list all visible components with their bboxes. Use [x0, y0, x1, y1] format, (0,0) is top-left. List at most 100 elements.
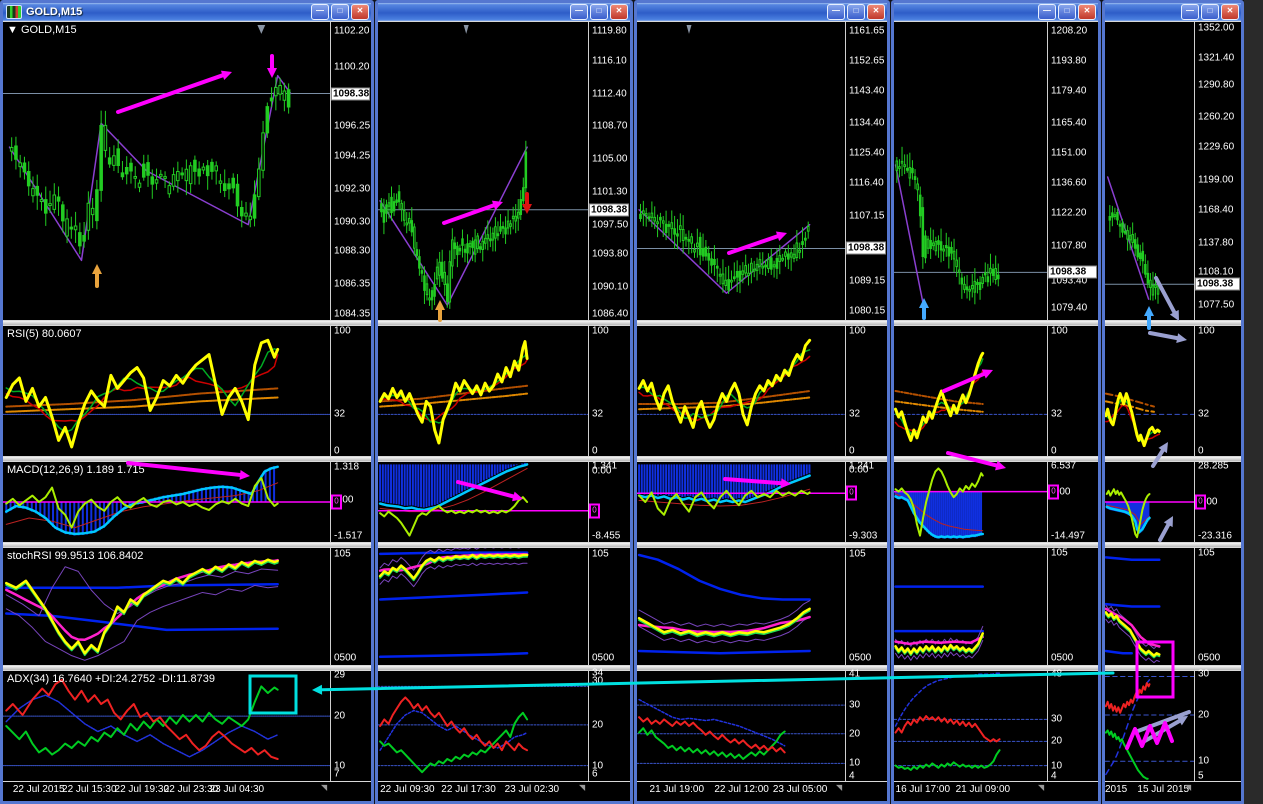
close-button[interactable]: ✕	[1221, 4, 1239, 20]
rsi-chart-area[interactable]	[378, 326, 589, 456]
pane-splitter[interactable]	[3, 457, 371, 461]
adx-pane[interactable]: 41 30 20 10 4	[637, 669, 887, 782]
scroll-end-icon[interactable]: ◥	[836, 783, 843, 792]
macd-chart-area[interactable]	[894, 462, 1048, 542]
pane-splitter[interactable]	[378, 321, 630, 325]
minimize-button[interactable]: —	[827, 4, 845, 20]
rsi-pane[interactable]: 100 32 0	[637, 325, 887, 457]
macd-pane[interactable]: 6.537 0.00 -14.497 0	[894, 461, 1098, 543]
pane-splitter[interactable]	[894, 543, 1098, 547]
minimize-button[interactable]: —	[1181, 4, 1199, 20]
rsi-chart-area[interactable]	[1105, 326, 1195, 456]
macd-pane[interactable]: 1.341 0.00 -8.455 0	[378, 461, 630, 543]
time-axis[interactable]: 22 Jul 09:30 22 Jul 17:30 23 Jul 02:30 ◥	[378, 782, 630, 799]
scroll-end-icon[interactable]: ◥	[321, 783, 328, 792]
stoch-chart-area[interactable]	[378, 548, 589, 665]
maximize-button[interactable]: □	[1058, 4, 1076, 20]
pane-splitter[interactable]	[3, 666, 371, 670]
price-chart-area[interactable]	[637, 22, 846, 320]
maximize-button[interactable]: □	[590, 4, 608, 20]
rsi-pane[interactable]: 100 32 0	[1105, 325, 1241, 457]
scroll-end-icon[interactable]: ◥	[1038, 783, 1045, 792]
maximize-button[interactable]: □	[847, 4, 865, 20]
close-button[interactable]: ✕	[867, 4, 885, 20]
pane-splitter[interactable]	[894, 321, 1098, 325]
price-chart-area[interactable]: ▼ GOLD,M15	[3, 22, 331, 320]
macd-pane[interactable]: MACD(12,26,9) 1.189 1.715 1.318 0.00 -1.517…	[3, 461, 371, 543]
close-button[interactable]: ✕	[351, 4, 369, 20]
pane-splitter[interactable]	[3, 321, 371, 325]
time-axis[interactable]: 22 Jul 2015 22 Jul 15:30 22 Jul 19:30 22 Ju…	[3, 782, 371, 799]
pane-splitter[interactable]	[1105, 543, 1241, 547]
stoch-chart-area[interactable]	[1105, 548, 1195, 665]
adx-pane[interactable]: ADX(34) 16.7640 +DI:24.2752 -DI:11.8739 2…	[3, 670, 371, 782]
time-axis[interactable]: 2015 15 Jul 2015 ◥	[1105, 782, 1241, 799]
stoch-pane[interactable]: stochRSI 99.9513 106.8402 105 0500	[3, 547, 371, 666]
price-pane[interactable]: 1208.20 1193.80 1179.40 1165.40 1151.00 1136.…	[894, 21, 1098, 321]
maximize-button[interactable]: □	[331, 4, 349, 20]
macd-chart-area[interactable]	[378, 462, 589, 542]
minimize-button[interactable]: —	[311, 4, 329, 20]
stoch-chart-area[interactable]	[894, 548, 1048, 665]
price-pane[interactable]: 1352.00 1321.40 1290.80 1260.20 1229.60 1199.…	[1105, 21, 1241, 321]
pane-splitter[interactable]	[378, 457, 630, 461]
rsi-pane[interactable]: 100 32 0	[894, 325, 1098, 457]
macd-chart-area[interactable]	[1105, 462, 1195, 542]
stoch-pane[interactable]: 105 0500	[378, 547, 630, 666]
price-chart-area[interactable]	[1105, 22, 1195, 320]
adx-pane[interactable]: 34 30 20 10 6	[378, 668, 630, 782]
maximize-button[interactable]: □	[1201, 4, 1219, 20]
title-bar[interactable]: — □ ✕	[1105, 3, 1241, 21]
pane-splitter[interactable]	[1105, 457, 1241, 461]
adx-chart-area[interactable]	[894, 671, 1048, 781]
minimize-button[interactable]: —	[1038, 4, 1056, 20]
rsi-chart-area[interactable]	[637, 326, 846, 456]
close-button[interactable]: ✕	[1078, 4, 1096, 20]
pane-splitter[interactable]	[894, 666, 1098, 670]
price-pane[interactable]: ▼ GOLD,M15 1102.20 1100.20 1096.25 1094.25 10…	[3, 21, 371, 321]
pane-splitter[interactable]	[1105, 321, 1241, 325]
rsi-pane[interactable]: RSI(5) 80.0607 100 32 0	[3, 325, 371, 457]
macd-chart-area[interactable]: MACD(12,26,9) 1.189 1.715	[3, 462, 331, 542]
rsi-chart-area[interactable]	[894, 326, 1048, 456]
stoch-chart-area[interactable]	[637, 548, 846, 665]
time-axis[interactable]: 16 Jul 17:00 21 Jul 09:00 ◥	[894, 782, 1098, 799]
pane-splitter[interactable]	[637, 666, 887, 670]
title-bar[interactable]: — □ ✕	[894, 3, 1098, 21]
minimize-button[interactable]: —	[570, 4, 588, 20]
pane-splitter[interactable]	[378, 666, 630, 670]
pane-splitter[interactable]	[3, 543, 371, 547]
adx-chart-area[interactable]: ADX(34) 16.7640 +DI:24.2752 -DI:11.8739	[3, 671, 331, 781]
pane-splitter[interactable]	[378, 543, 630, 547]
macd-pane[interactable]: 28.285 0.00 -23.316 0	[1105, 461, 1241, 543]
adx-pane[interactable]: 48 30 20 10 4	[894, 669, 1098, 782]
title-bar[interactable]: GOLD,M15 — □ ✕	[3, 3, 371, 21]
rsi-chart-area[interactable]: RSI(5) 80.0607	[3, 326, 331, 456]
scroll-end-icon[interactable]: ◥	[579, 783, 586, 792]
time-axis[interactable]: 21 Jul 19:00 22 Jul 12:00 23 Jul 05:00 ◥	[637, 782, 887, 799]
macd-chart-area[interactable]	[637, 462, 846, 542]
scale-label: 1092.30	[334, 183, 371, 195]
title-bar[interactable]: — □ ✕	[378, 3, 630, 21]
stoch-pane[interactable]: 105 0500	[1105, 547, 1241, 666]
stoch-pane[interactable]: 105 0500	[637, 547, 887, 666]
adx-chart-area[interactable]	[378, 671, 589, 781]
price-chart-area[interactable]	[894, 22, 1048, 320]
price-pane[interactable]: 1161.65 1152.65 1143.40 1134.40 1125.40 1116.…	[637, 21, 887, 321]
price-chart-area[interactable]	[378, 22, 589, 320]
adx-pane[interactable]: 30 20 10 5	[1105, 669, 1241, 782]
pane-splitter[interactable]	[637, 321, 887, 325]
rsi-pane[interactable]: 100 32 0	[378, 325, 630, 457]
close-button[interactable]: ✕	[610, 4, 628, 20]
adx-chart-area[interactable]	[637, 671, 846, 781]
pane-splitter[interactable]	[637, 457, 887, 461]
macd-pane[interactable]: 1.241 0.00 -9.303 0	[637, 461, 887, 543]
stoch-chart-area[interactable]: stochRSI 99.9513 106.8402	[3, 548, 331, 665]
adx-chart-area[interactable]	[1105, 671, 1195, 781]
price-pane[interactable]: 1119.80 1116.10 1112.40 1108.70 1105.00 1101.…	[378, 21, 630, 321]
scroll-end-icon[interactable]: ◥	[1185, 783, 1192, 792]
pane-splitter[interactable]	[637, 543, 887, 547]
scale-label: 1143.40	[849, 85, 885, 97]
title-bar[interactable]: — □ ✕	[637, 3, 887, 21]
stoch-pane[interactable]: 105 0500	[894, 547, 1098, 666]
